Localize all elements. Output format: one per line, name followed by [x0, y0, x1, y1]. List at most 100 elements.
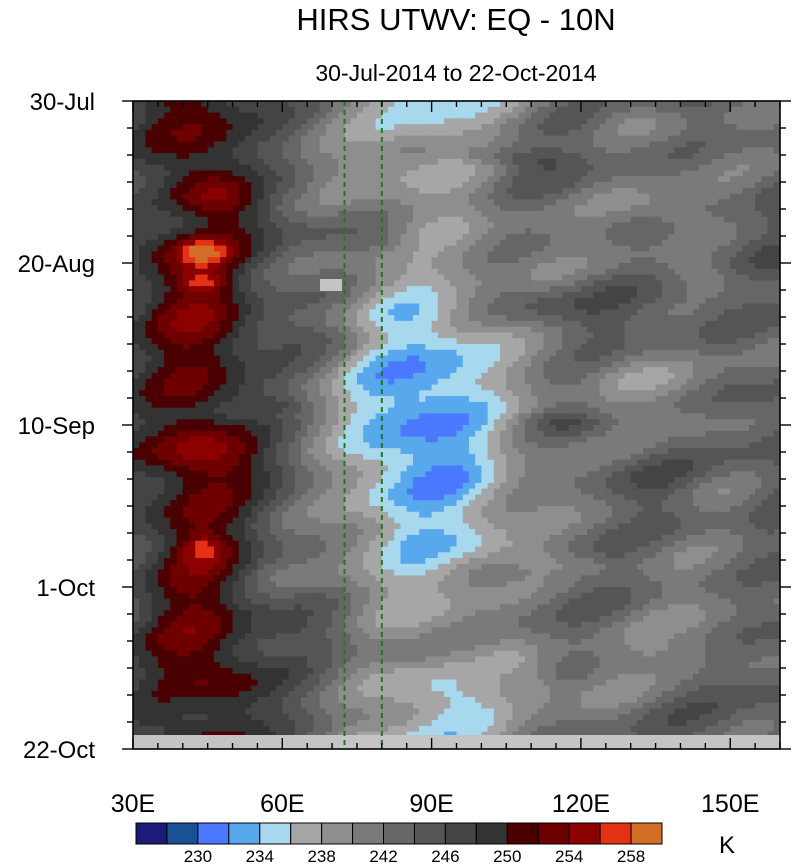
heatmap-cell: [680, 101, 688, 108]
heatmap-cell: [450, 234, 458, 241]
heatmap-cell: [736, 326, 744, 334]
heatmap-cell: [767, 135, 775, 143]
heatmap-cell: [668, 309, 675, 316]
heatmap-cell: [730, 170, 738, 177]
heatmap-cell: [680, 176, 688, 183]
heatmap-cell: [618, 344, 626, 351]
heatmap-cell: [406, 367, 414, 374]
heatmap-cell: [288, 187, 296, 195]
heatmap-cell: [412, 205, 420, 212]
heatmap-cell: [325, 118, 333, 125]
heatmap-cell: [717, 349, 725, 357]
heatmap-cell: [201, 286, 209, 293]
heatmap-cell: [450, 291, 458, 299]
heatmap-cell: [730, 303, 738, 310]
heatmap-cell: [263, 309, 271, 316]
heatmap-cell: [375, 222, 383, 229]
heatmap-cell: [388, 332, 395, 339]
heatmap-cell: [655, 315, 663, 322]
heatmap-cell: [276, 320, 283, 328]
heatmap-cell: [605, 280, 613, 287]
heatmap-cell: [574, 297, 582, 305]
heatmap-cell: [431, 101, 439, 108]
heatmap-cell: [692, 135, 700, 143]
heatmap-cell: [288, 367, 296, 374]
heatmap-cell: [468, 147, 476, 154]
heatmap-cell: [761, 326, 769, 334]
heatmap-cell: [500, 239, 507, 247]
heatmap-cell: [605, 205, 613, 212]
heatmap-cell: [307, 286, 315, 293]
heatmap-cell: [568, 222, 576, 229]
heatmap-cell: [263, 372, 271, 380]
heatmap-cell: [580, 228, 588, 235]
heatmap-cell: [356, 187, 364, 195]
heatmap-cell: [388, 263, 395, 270]
heatmap-cell: [587, 349, 594, 357]
heatmap-cell: [636, 141, 644, 148]
heatmap-cell: [537, 239, 545, 247]
heatmap-cell: [313, 216, 321, 224]
heatmap-cell: [170, 263, 178, 270]
heatmap-cell: [705, 182, 713, 189]
heatmap-cell: [313, 280, 321, 287]
heatmap-cell: [549, 112, 557, 119]
heatmap-cell: [593, 112, 601, 119]
heatmap-cell: [574, 164, 582, 172]
heatmap-cell: [394, 315, 402, 322]
heatmap-cell: [717, 303, 725, 310]
heatmap-cell: [431, 315, 439, 322]
heatmap-cell: [419, 355, 426, 362]
heatmap-cell: [755, 245, 762, 253]
heatmap-cell: [767, 344, 775, 351]
heatmap-cell: [444, 164, 451, 172]
heatmap-cell: [587, 112, 594, 119]
heatmap-cell: [468, 326, 476, 334]
heatmap-cell: [450, 187, 458, 195]
heatmap-cell: [674, 193, 682, 200]
heatmap-cell: [350, 118, 358, 125]
heatmap-cell: [238, 182, 246, 189]
heatmap-cell: [182, 309, 190, 316]
heatmap-cell: [400, 274, 408, 281]
heatmap-cell: [624, 210, 632, 218]
heatmap-cell: [450, 176, 458, 183]
heatmap-cell: [593, 245, 601, 253]
heatmap-cell: [674, 251, 682, 258]
heatmap-cell: [431, 268, 439, 276]
heatmap-cell: [133, 210, 140, 218]
heatmap-cell: [580, 291, 588, 299]
heatmap-cell: [668, 349, 675, 357]
heatmap-cell: [481, 234, 489, 241]
heatmap-cell: [182, 372, 190, 380]
heatmap-cell: [742, 205, 750, 212]
heatmap-cell: [643, 234, 650, 241]
heatmap-cell: [568, 153, 576, 160]
heatmap-cell: [692, 326, 700, 334]
heatmap-cell: [406, 291, 414, 299]
heatmap-cell: [244, 361, 252, 368]
heatmap-cell: [724, 291, 731, 299]
heatmap-cell: [680, 344, 688, 351]
heatmap-cell: [195, 286, 203, 293]
heatmap-cell: [636, 274, 644, 281]
heatmap-cell: [475, 112, 482, 119]
heatmap-cell: [593, 147, 601, 154]
heatmap-cell: [444, 193, 451, 200]
heatmap-cell: [537, 135, 545, 143]
heatmap-cell: [462, 291, 470, 299]
heatmap-cell: [444, 344, 451, 351]
heatmap-cell: [176, 320, 184, 328]
heatmap-cell: [412, 124, 420, 131]
heatmap-cell: [699, 349, 706, 357]
heatmap-cell: [450, 332, 458, 339]
heatmap-cell: [133, 367, 140, 374]
heatmap-cell: [300, 147, 308, 154]
heatmap-cell: [549, 344, 557, 351]
heatmap-cell: [344, 367, 352, 374]
heatmap-cell: [425, 176, 433, 183]
heatmap-cell: [730, 274, 738, 281]
heatmap-cell: [450, 320, 458, 328]
heatmap-cell: [332, 355, 339, 362]
heatmap-cell: [344, 135, 352, 143]
